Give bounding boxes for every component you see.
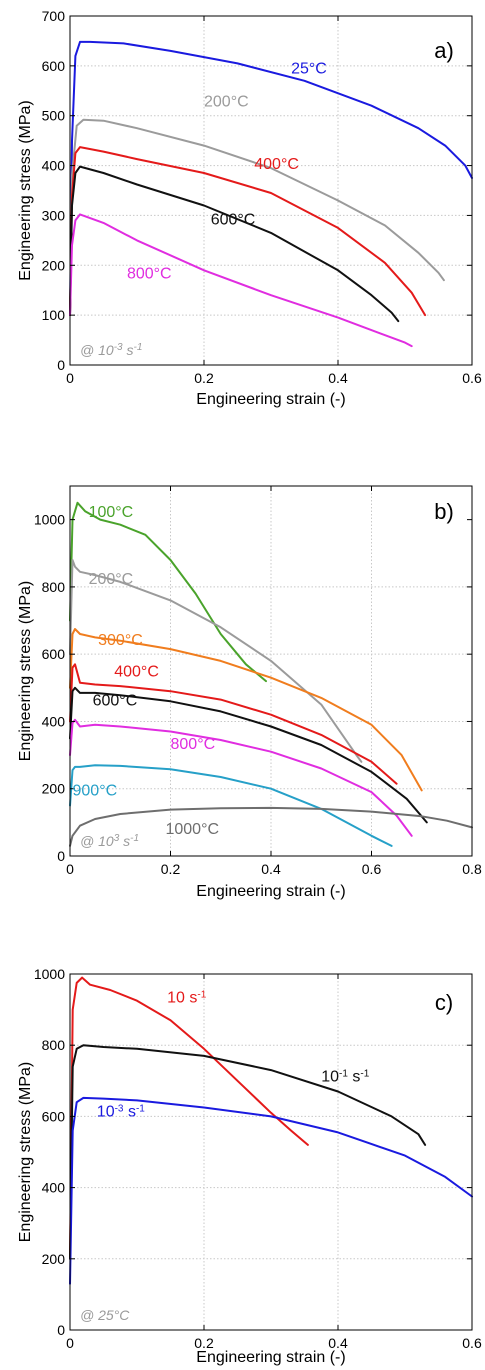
x-tick-label: 0.2 [194, 1335, 214, 1351]
series-line-4 [69, 663, 398, 785]
y-tick-label: 0 [57, 848, 65, 864]
y-tick-label: 400 [42, 713, 66, 729]
series-label-4: 600°C [211, 211, 256, 228]
x-tick-label: 0.2 [194, 370, 214, 386]
x-tick-label: 0 [66, 370, 74, 386]
x-tick-label: 0.6 [462, 370, 482, 386]
series-label-2: 10-1 s-1 [321, 1068, 369, 1086]
series-line-1 [69, 501, 267, 683]
y-axis-label: Engineering stress (MPa) [17, 581, 34, 762]
series-line-3 [69, 628, 423, 792]
series-line-1 [69, 40, 473, 317]
y-tick-label: 600 [42, 58, 66, 74]
series-label-1: 100°C [89, 504, 134, 521]
x-tick-label: 0.6 [462, 1335, 482, 1351]
series-line-4 [69, 165, 400, 323]
y-tick-label: 200 [42, 781, 66, 797]
condition-annotation: @ 10-3 s-1 [80, 342, 142, 359]
series-line-2 [69, 559, 363, 763]
y-tick-label: 700 [42, 8, 66, 24]
x-axis-label: Engineering strain (-) [196, 883, 345, 900]
series-label-3: 400°C [254, 156, 299, 173]
x-tick-label: 0.4 [261, 861, 281, 877]
panel-label: b) [434, 499, 454, 524]
y-tick-label: 0 [57, 357, 65, 373]
series-label-2: 200°C [204, 94, 249, 111]
y-tick-label: 500 [42, 108, 66, 124]
series-label-1: 25°C [291, 60, 327, 77]
condition-annotation: @ 103 s-1 [80, 833, 139, 850]
series-line-5 [69, 686, 428, 824]
y-tick-label: 200 [42, 257, 66, 273]
y-tick-label: 100 [42, 307, 66, 323]
x-tick-label: 0.4 [328, 370, 348, 386]
series-label-5: 600°C [93, 693, 138, 710]
x-axis-label: Engineering strain (-) [196, 1349, 345, 1366]
y-tick-label: 300 [42, 207, 66, 223]
y-axis-label: Engineering stress (MPa) [17, 1062, 34, 1243]
series-line-2 [69, 1044, 427, 1260]
series-line-7 [69, 764, 393, 847]
x-axis-label: Engineering strain (-) [196, 391, 345, 408]
series-line-2 [69, 118, 445, 317]
series-line-1 [69, 976, 309, 1260]
chart-panel-1: 0 0.2 0.4 0.6 0 100 200 300 400 500 600 700 Engineer… [17, 8, 482, 408]
series-line-3 [69, 1096, 473, 1285]
y-axis-label: Engineering stress (MPa) [17, 100, 34, 281]
series-label-7: 900°C [73, 782, 118, 799]
y-tick-label: 1000 [34, 512, 65, 528]
y-tick-label: 0 [57, 1322, 65, 1338]
series-label-2: 200°C [89, 571, 134, 588]
x-tick-label: 0 [66, 861, 74, 877]
x-tick-label: 0.8 [462, 861, 482, 877]
series-line-8 [69, 806, 473, 847]
y-tick-label: 200 [42, 1251, 66, 1267]
series-label-3: 10-3 s-1 [97, 1103, 145, 1121]
plot-frame [69, 973, 473, 1331]
series-label-8: 1000°C [165, 821, 219, 838]
series-line-5 [69, 213, 413, 348]
series-label-3: 300°C [98, 632, 143, 649]
y-tick-label: 800 [42, 1037, 66, 1053]
chart-panel-3: 0 0.2 0.4 0.6 0 200 400 600 800 1000 Engineering s… [17, 966, 482, 1366]
panel-label: c) [435, 990, 453, 1015]
x-tick-label: 0.2 [161, 861, 181, 877]
y-tick-label: 400 [42, 1180, 66, 1196]
y-tick-label: 800 [42, 579, 66, 595]
series-label-5: 800°C [127, 266, 172, 283]
plot-frame [69, 15, 473, 366]
x-tick-label: 0.6 [362, 861, 382, 877]
series-label-6: 800°C [171, 736, 216, 753]
condition-annotation: @ 25°C [80, 1307, 130, 1323]
y-tick-label: 600 [42, 646, 66, 662]
x-tick-label: 0.4 [328, 1335, 348, 1351]
y-tick-label: 600 [42, 1108, 66, 1124]
series-label-1: 10 s-1 [167, 989, 207, 1007]
series-line-6 [69, 718, 413, 837]
series-line-3 [69, 146, 427, 317]
series-label-4: 400°C [114, 663, 159, 680]
chart-panel-2: 0 0.2 0.4 0.6 0.8 0 200 400 600 800 1000 Engineerin… [17, 485, 482, 900]
panel-label: a) [434, 38, 454, 63]
x-tick-label: 0 [66, 1335, 74, 1351]
y-tick-label: 1000 [34, 966, 65, 982]
y-tick-label: 400 [42, 158, 66, 174]
